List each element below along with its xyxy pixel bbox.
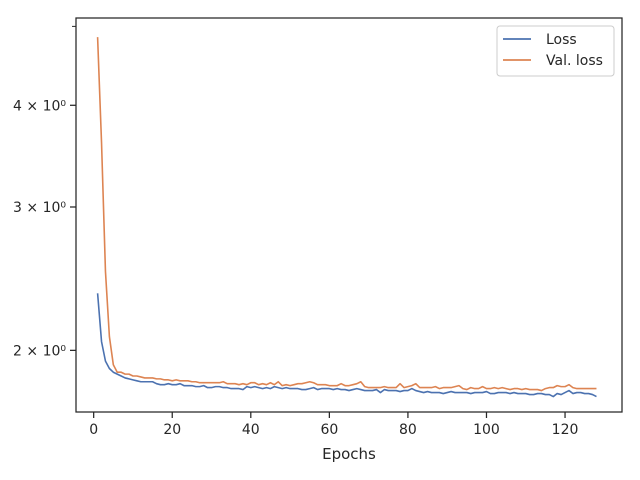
x-tick-label: 40 — [242, 422, 260, 438]
series-line-val-loss — [96, 37, 597, 392]
x-tick-label: 0 — [89, 422, 98, 438]
legend-entry-label: Loss — [546, 32, 577, 48]
series-lines — [96, 37, 597, 398]
plot-area — [75, 17, 623, 413]
y-tick-label: 2 × 10⁰ — [13, 343, 66, 359]
x-tick-label: 80 — [399, 422, 417, 438]
x-axis-label: Epochs — [322, 445, 376, 463]
x-axis-ticks: 0 20 40 60 80 100 120 — [89, 412, 578, 438]
x-tick-label: 60 — [320, 422, 338, 438]
y-tick-label: 3 × 10⁰ — [13, 200, 66, 216]
legend-entry-label: Val. loss — [546, 53, 603, 69]
y-tick-label: 4 × 10⁰ — [13, 98, 66, 114]
series-line-loss — [96, 293, 597, 398]
legend: Loss Val. loss — [496, 25, 615, 77]
y-axis-ticks: 2 × 10⁰ 3 × 10⁰ 4 × 10⁰ — [13, 25, 76, 359]
x-tick-label: 20 — [163, 422, 181, 438]
x-tick-label: 120 — [552, 422, 579, 438]
x-tick-label: 100 — [473, 422, 500, 438]
